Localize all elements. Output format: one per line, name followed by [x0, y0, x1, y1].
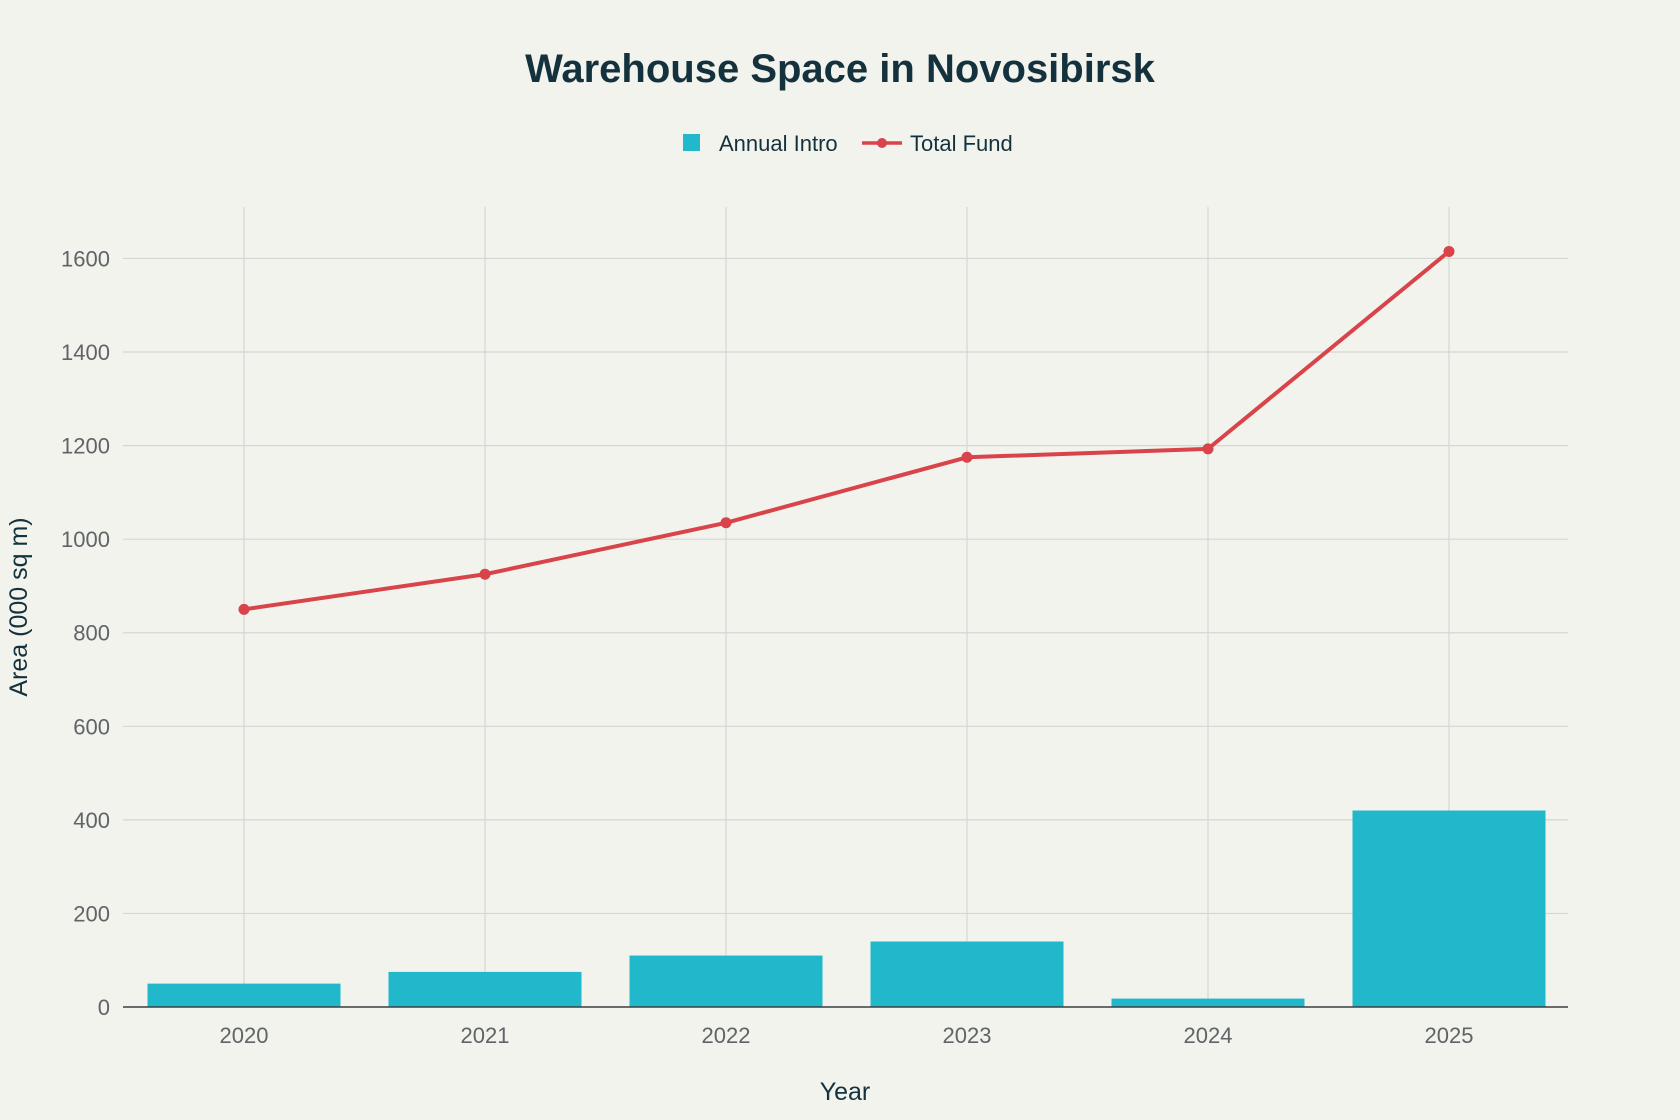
bars — [147, 810, 1546, 1007]
total-fund-line — [243, 249, 1451, 612]
y-tick-label-400: 400 — [73, 808, 110, 833]
bar-2021[interactable] — [388, 971, 582, 1007]
x-tick-label-2023: 2023 — [943, 1023, 992, 1048]
bar-2022[interactable] — [629, 955, 823, 1007]
legend-swatch-annual-intro — [683, 134, 700, 151]
legend-label-total-fund: Total Fund — [910, 131, 1013, 156]
total-fund-point-2021[interactable] — [479, 568, 491, 580]
total-fund-point-2023[interactable] — [961, 451, 973, 463]
legend-label-annual-intro: Annual Intro — [719, 131, 838, 156]
y-tick-label-1600: 1600 — [61, 246, 110, 271]
total-fund-point-2025[interactable] — [1443, 245, 1455, 257]
legend-item-annual-intro[interactable]: Annual Intro — [683, 131, 838, 156]
axes: 0 200 400 600 800 1000 1200 1400 1600 2020 2021 202… — [61, 246, 1568, 1048]
x-axis-title: Year — [820, 1078, 871, 1106]
y-tick-label-200: 200 — [73, 901, 110, 926]
bar-2020[interactable] — [147, 983, 341, 1007]
y-tick-label-0: 0 — [98, 995, 110, 1020]
total-fund-point-2022[interactable] — [720, 517, 732, 529]
total-fund-point-2020[interactable] — [238, 603, 250, 615]
bar-2024[interactable] — [1111, 998, 1305, 1007]
bar-2025[interactable] — [1352, 810, 1546, 1007]
y-axis-title: Area (000 sq m) — [5, 517, 33, 696]
x-tick-label-2025: 2025 — [1425, 1023, 1474, 1048]
y-tick-label-1000: 1000 — [61, 527, 110, 552]
x-tick-label-2022: 2022 — [702, 1023, 751, 1048]
y-tick-label-1400: 1400 — [61, 340, 110, 365]
legend: Annual Intro Total Fund — [683, 131, 1013, 156]
line-series — [238, 245, 1455, 615]
y-tick-label-800: 800 — [73, 621, 110, 646]
y-tick-label-600: 600 — [73, 714, 110, 739]
y-tick-label-1200: 1200 — [61, 434, 110, 459]
x-tick-label-2021: 2021 — [461, 1023, 510, 1048]
legend-item-total-fund[interactable]: Total Fund — [862, 131, 1013, 156]
total-fund-point-2024[interactable] — [1202, 443, 1214, 455]
legend-marker-total-fund — [877, 138, 887, 148]
bar-2023[interactable] — [870, 941, 1064, 1007]
x-tick-label-2020: 2020 — [220, 1023, 269, 1048]
chart-title: Warehouse Space in Novosibirsk — [525, 47, 1156, 91]
x-tick-label-2024: 2024 — [1184, 1023, 1233, 1048]
